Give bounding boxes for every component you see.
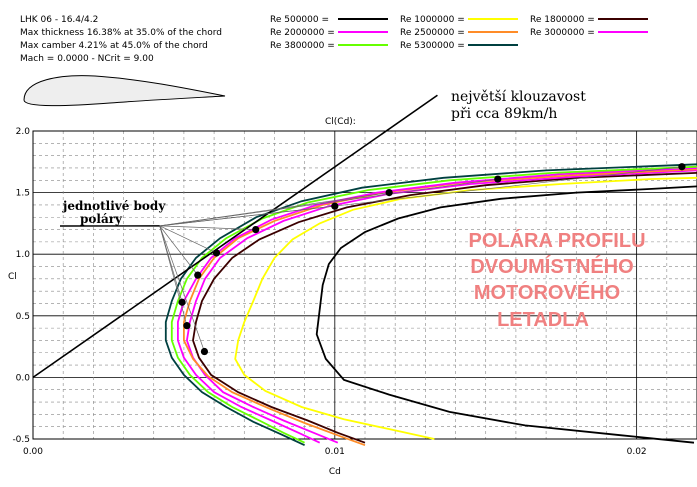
polar-curve-series-8: [164, 163, 697, 447]
callout-ray: [159, 225, 256, 230]
callout-ray: [159, 225, 217, 254]
info-line-3: Max camber 4.21% at 45.0% of the chord: [20, 41, 208, 51]
polar-point-marker: [194, 271, 202, 279]
legend-entry-label: Re 5300000 =: [400, 41, 465, 51]
polar-curve-series-1: [315, 185, 697, 444]
points-annotation-line2: poláry: [80, 212, 123, 226]
legend-entry: Re 3800000 =: [270, 41, 388, 51]
legend-entry-label: Re 2500000 =: [400, 28, 465, 38]
legend-entry-label: Re 2000000 =: [270, 28, 335, 38]
info-line-4: Mach = 0.0000 - NCrit = 9.00: [20, 54, 154, 64]
y-tick-label: 1.5: [16, 189, 30, 199]
y-tick-label: -0.5: [12, 435, 30, 445]
x-tick-label: 0.01: [325, 447, 345, 457]
polar-point-marker: [494, 175, 502, 183]
y-axis-label: Cl: [8, 272, 17, 282]
polar-curve-series-3: [192, 172, 697, 444]
headline-line-2: DVOUMÍSTNÉHO: [470, 255, 633, 278]
airfoil-shape: [23, 75, 226, 107]
tangent-annotation-line1: největší klouzavost: [451, 88, 586, 105]
polar-point-marker: [178, 298, 186, 306]
plot-area: -0.5 0.0 0.5 1.0 1.5 2.0 0.00 0.01 0.02 Cd Cl Cl(Cd…: [8, 94, 697, 477]
legend-entry: Re 500000 =: [270, 15, 388, 25]
legend-entry: Re 3000000 =: [530, 28, 648, 38]
polar-point-marker: [678, 163, 686, 171]
legend-entry-label: Re 1800000 =: [530, 15, 595, 25]
x-axis-label: Cd: [329, 467, 341, 477]
legend-entry: Re 5300000 =: [400, 41, 518, 51]
polar-curve-series-6: [177, 167, 697, 444]
callout-ray: [159, 225, 183, 303]
callout-ray: [159, 225, 199, 276]
plot-frame: [32, 130, 697, 440]
tangent-annotation-line2: při cca 89km/h: [451, 106, 557, 122]
y-tick-label: 0.0: [16, 373, 31, 383]
y-tick-label: 2.0: [16, 127, 31, 137]
headline: POLÁRA PROFILU DVOUMÍSTNÉHO MOTOROVÉHO L…: [468, 229, 645, 331]
polar-curve-series-2: [234, 176, 697, 440]
callout-ray: [159, 178, 498, 227]
info-line-2: Max thickness 16.38% at 35.0% of the cho…: [20, 28, 222, 38]
y-tick-label: 0.5: [16, 312, 30, 322]
headline-line-4: LETADLA: [497, 309, 589, 331]
legend-entry-label: Re 1000000 =: [400, 15, 465, 25]
max-glide-tangent-line: [32, 94, 438, 379]
aux-axis-label: Cl(Cd):: [325, 117, 356, 127]
polar-curve-series-7: [170, 165, 697, 444]
polar-point-marker: [212, 249, 221, 257]
airfoil-info: LHK 06 - 16.4/4.2 Max thickness 16.38% a…: [20, 15, 222, 64]
headline-line-3: MOTOROVÉHO: [474, 281, 620, 304]
legend-entry-label: Re 3800000 =: [270, 41, 335, 51]
legend-entry: Re 2000000 =: [270, 28, 388, 38]
polar-point-marker: [200, 347, 209, 356]
x-tick-label: 0.00: [23, 447, 43, 457]
callout-ray: [159, 225, 205, 352]
legend-entry-label: Re 500000 =: [270, 15, 329, 25]
polar-point-marker: [331, 202, 339, 210]
legend-entry: Re 1800000 =: [530, 15, 648, 25]
polar-point-marker: [183, 322, 191, 330]
callout-ray: [159, 166, 682, 227]
y-tick-label: 1.0: [16, 250, 31, 260]
headline-line-1: POLÁRA PROFILU: [468, 229, 645, 252]
polar-point-marker: [385, 189, 393, 197]
x-tick-label: 0.02: [627, 447, 647, 457]
legend-entry-label: Re 3000000 =: [530, 28, 595, 38]
legend-entry: Re 1000000 =: [400, 15, 518, 25]
points-annotation-line1: jednotlivé body: [62, 199, 166, 213]
legend-entry: Re 2500000 =: [400, 28, 518, 38]
polar-curve-series-5: [183, 168, 697, 447]
polar-point-marker: [252, 225, 260, 234]
chart-legend: Re 500000 = Re 1000000 = Re 1800000 = Re 20…: [270, 15, 648, 51]
info-line-1: LHK 06 - 16.4/4.2: [20, 15, 98, 25]
